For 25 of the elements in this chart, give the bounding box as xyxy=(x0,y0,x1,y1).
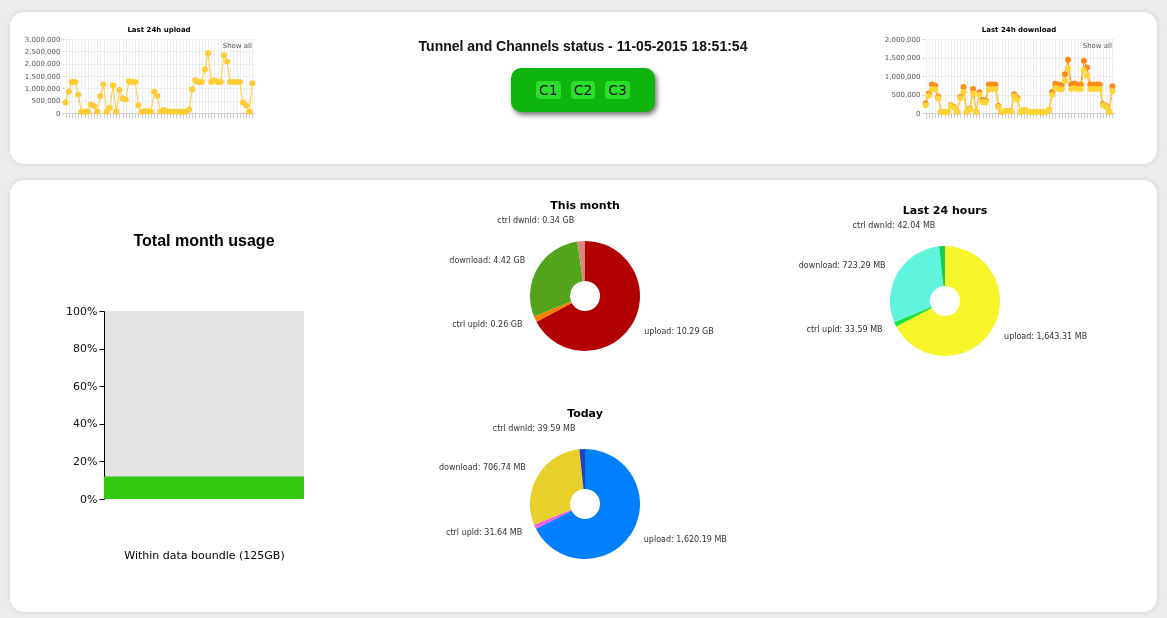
y-tick-label: 20% xyxy=(73,454,98,468)
y-tick-label: 100% xyxy=(66,304,98,318)
slice-label: download: 706.74 MB xyxy=(439,463,526,473)
slice-label: upload: 1,620.19 MB xyxy=(643,535,727,545)
y-tick-label: 60% xyxy=(73,379,98,393)
slice-label: download: 4.42 GB xyxy=(449,256,526,266)
slice-label: ctrl dwnld: 42.04 MB xyxy=(852,221,936,231)
x-axis-title: Within data boundle (125GB) xyxy=(124,548,285,562)
slice-label: ctrl dwnld: 39.59 MB xyxy=(492,424,576,434)
y-tick-label: 80% xyxy=(73,342,98,356)
chart-title: Last 24 hours xyxy=(902,204,988,218)
slice-label: ctrl upld: 0.26 GB xyxy=(452,320,523,330)
y-tick-label: 0% xyxy=(80,492,98,506)
text: Tunnel and Channels status - 11-05-2015 18:51:54 xyxy=(417,38,749,54)
slice-label: ctrl dwnld: 0.34 GB xyxy=(497,216,575,226)
slice-label: ctrl upld: 33.59 MB xyxy=(806,325,883,335)
slice-label: download: 723.29 MB xyxy=(798,260,886,270)
chart-title: Today xyxy=(567,407,603,421)
slice-label: upload: 10.29 GB xyxy=(644,326,714,336)
y-tick-label: 40% xyxy=(73,417,98,431)
slice-label: ctrl upld: 31.64 MB xyxy=(446,527,523,537)
channel-button-panel: C1 C2 C3 xyxy=(511,68,655,112)
chart-title: Total month usage xyxy=(133,232,275,249)
slice-label: upload: 1,643.31 MB xyxy=(1004,331,1088,341)
chart-title: This month xyxy=(550,199,620,213)
